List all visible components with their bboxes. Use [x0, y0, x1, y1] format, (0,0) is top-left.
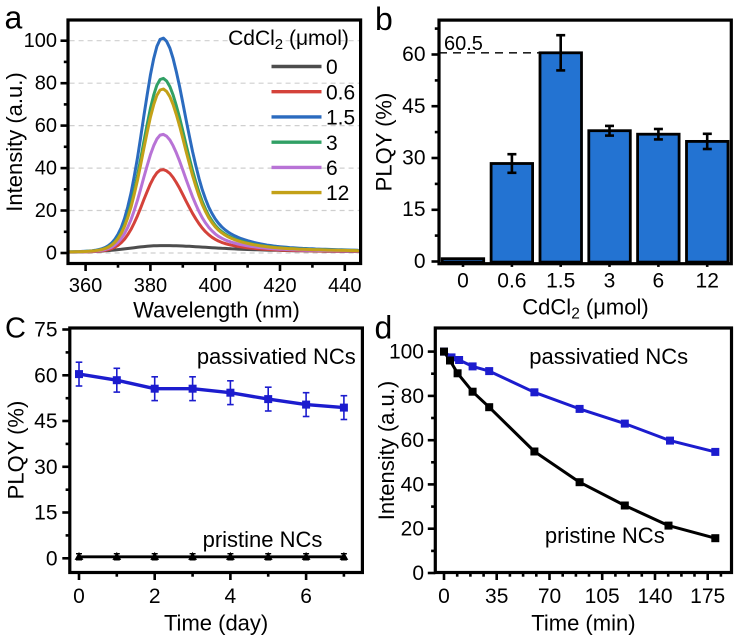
- svg-text:PLQY (%): PLQY (%): [4, 401, 29, 500]
- svg-text:45: 45: [402, 95, 425, 118]
- svg-text:105: 105: [585, 585, 620, 608]
- svg-text:0: 0: [46, 547, 58, 570]
- svg-text:15: 15: [34, 502, 57, 525]
- svg-text:0: 0: [73, 585, 85, 608]
- svg-text:60: 60: [402, 43, 425, 66]
- svg-text:Wavelength (nm): Wavelength (nm): [133, 298, 300, 323]
- svg-text:6: 6: [300, 585, 312, 608]
- svg-text:0.6: 0.6: [326, 81, 355, 104]
- svg-text:80: 80: [401, 385, 424, 408]
- svg-text:CdCl2 (μmol): CdCl2 (μmol): [228, 27, 349, 53]
- svg-text:Intensity (a.u.): Intensity (a.u.): [374, 381, 399, 520]
- svg-text:2: 2: [149, 585, 161, 608]
- svg-text:0: 0: [46, 243, 57, 265]
- svg-text:20: 20: [35, 200, 57, 222]
- svg-text:Intensity (a.u.): Intensity (a.u.): [2, 72, 27, 211]
- svg-text:30: 30: [402, 147, 425, 170]
- svg-text:380: 380: [134, 275, 167, 297]
- svg-text:75: 75: [34, 319, 57, 342]
- svg-text:175: 175: [690, 585, 725, 608]
- svg-text:3: 3: [326, 132, 338, 155]
- svg-text:45: 45: [34, 410, 57, 433]
- svg-text:0: 0: [326, 56, 338, 79]
- svg-text:60: 60: [401, 429, 424, 452]
- svg-text:60: 60: [34, 364, 57, 387]
- svg-text:Time (day): Time (day): [164, 611, 268, 636]
- svg-text:20: 20: [401, 518, 424, 541]
- svg-text:d: d: [375, 309, 393, 345]
- svg-text:40: 40: [401, 473, 424, 496]
- svg-text:360: 360: [69, 275, 102, 297]
- svg-text:C: C: [5, 312, 26, 344]
- svg-text:0: 0: [414, 250, 426, 273]
- svg-text:a: a: [5, 0, 23, 36]
- svg-text:100: 100: [24, 30, 57, 52]
- svg-text:12: 12: [326, 182, 349, 205]
- svg-text:100: 100: [389, 341, 424, 364]
- svg-text:4: 4: [225, 585, 237, 608]
- svg-text:0: 0: [412, 562, 424, 585]
- svg-text:Time (min): Time (min): [531, 611, 635, 636]
- svg-text:12: 12: [696, 270, 719, 293]
- svg-text:0.6: 0.6: [497, 270, 526, 293]
- svg-text:pristine NCs: pristine NCs: [545, 523, 665, 548]
- svg-text:15: 15: [402, 198, 425, 221]
- svg-text:3: 3: [604, 270, 616, 293]
- svg-text:1.5: 1.5: [546, 270, 575, 293]
- svg-text:30: 30: [34, 456, 57, 479]
- svg-text:6: 6: [653, 270, 665, 293]
- svg-text:6: 6: [326, 157, 338, 180]
- svg-text:400: 400: [199, 275, 232, 297]
- svg-text:60.5: 60.5: [444, 33, 483, 55]
- svg-text:passivatied NCs: passivatied NCs: [529, 344, 688, 369]
- svg-text:0: 0: [457, 270, 469, 293]
- svg-text:PLQY (%): PLQY (%): [372, 93, 397, 192]
- svg-text:0: 0: [438, 585, 450, 608]
- svg-text:pristine NCs: pristine NCs: [203, 527, 323, 552]
- svg-text:70: 70: [538, 585, 561, 608]
- svg-text:140: 140: [637, 585, 672, 608]
- svg-text:40: 40: [35, 158, 57, 180]
- svg-text:420: 420: [263, 275, 296, 297]
- svg-text:CdCl2 (μmol): CdCl2 (μmol): [522, 295, 648, 323]
- svg-text:440: 440: [328, 275, 361, 297]
- svg-text:60: 60: [35, 115, 57, 137]
- svg-text:35: 35: [485, 585, 508, 608]
- svg-text:passivatied NCs: passivatied NCs: [197, 344, 356, 369]
- svg-text:1.5: 1.5: [326, 107, 355, 130]
- svg-text:80: 80: [35, 73, 57, 95]
- svg-text:b: b: [375, 1, 393, 37]
